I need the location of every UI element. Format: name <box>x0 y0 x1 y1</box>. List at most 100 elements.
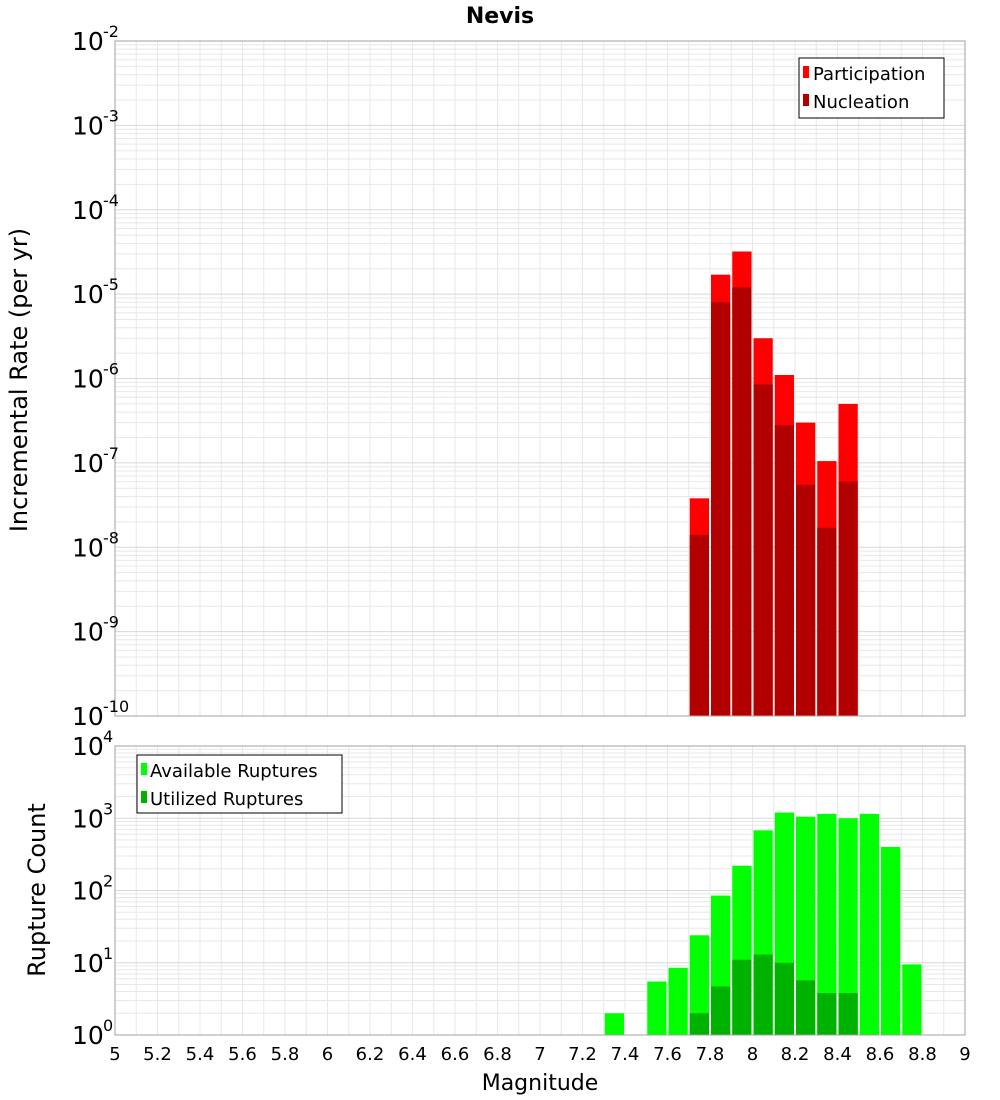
x-tick-label: 8.6 <box>866 1044 895 1065</box>
count-bar-available-ruptures-12 <box>881 847 901 1035</box>
count-bar-available-ruptures-0 <box>604 1013 624 1035</box>
x-tick-label: 6 <box>322 1044 333 1065</box>
utilized-legend-label: Utilized Ruptures <box>150 789 303 810</box>
count-y-tick-exponent: 0 <box>103 1016 113 1035</box>
rate-y-tick-label: 10 <box>72 27 104 56</box>
x-tick-label: 6.4 <box>398 1044 427 1065</box>
count-y-tick-exponent: 2 <box>103 872 113 891</box>
x-tick-label: 7.6 <box>653 1044 682 1065</box>
x-tick-label: 8 <box>747 1044 758 1065</box>
x-tick-label: 5.6 <box>228 1044 257 1065</box>
rate-y-tick-exponent: -9 <box>103 613 119 632</box>
count-y-tick-label: 10 <box>72 877 104 906</box>
rate-y-axis-label: Incremental Rate (per yr) <box>5 228 33 532</box>
x-tick-label: 5.2 <box>143 1044 172 1065</box>
count-bar-available-ruptures-13 <box>902 964 922 1035</box>
rate-legend: Participation Nucleation <box>798 57 945 119</box>
rate-bar-nucleation-3 <box>753 384 773 716</box>
rate-y-tick-label: 10 <box>72 702 104 731</box>
x-tick-label: 5 <box>109 1044 120 1065</box>
count-plot-frame <box>114 745 966 1036</box>
count-bar-available-ruptures-11 <box>859 813 879 1035</box>
rate-y-tick-label: 10 <box>72 449 104 478</box>
count-bar-utilized-ruptures-3 <box>753 954 773 1035</box>
rate-bar-nucleation-0 <box>689 534 709 716</box>
rate-bar-nucleation-2 <box>732 287 752 716</box>
rate-plot-frame <box>114 40 966 717</box>
rate-y-tick-exponent: -4 <box>103 191 119 210</box>
count-bar-available-ruptures-10 <box>838 818 858 1035</box>
x-tick-label: 9 <box>959 1044 970 1065</box>
count-y-tick-label: 10 <box>72 804 104 833</box>
x-tick-label: 7.8 <box>696 1044 725 1065</box>
x-tick-label: 6.8 <box>483 1044 512 1065</box>
count-y-tick-exponent: 1 <box>103 944 113 963</box>
count-legend-box <box>136 754 343 814</box>
rate-y-tick-label: 10 <box>72 365 104 394</box>
chart-title: Nevis <box>466 4 534 29</box>
participation-legend-swatch <box>803 66 809 78</box>
rate-bar-nucleation-1 <box>711 302 731 716</box>
available-legend-label: Available Ruptures <box>150 761 318 782</box>
count-bar-available-ruptures-9 <box>817 813 837 1035</box>
x-tick-label: 5.8 <box>271 1044 300 1065</box>
rate-bar-nucleation-5 <box>796 484 816 716</box>
magnitude-x-ticks: 5 5.2 5.4 5.6 5.8 6 6.2 6.4 6.6 6.8 7 7.2 7.4 7.6 7.8 8… <box>109 1044 970 1065</box>
count-bar-utilized-ruptures-6 <box>817 993 837 1035</box>
rate-bar-nucleation-4 <box>774 425 794 716</box>
rate-bar-nucleation-7 <box>838 481 858 716</box>
rate-y-tick-exponent: -6 <box>103 360 119 379</box>
rate-y-tick-exponent: -5 <box>103 275 119 294</box>
count-bar-utilized-ruptures-7 <box>838 993 858 1035</box>
nucleation-legend-swatch <box>803 94 809 106</box>
count-bar-available-ruptures-1 <box>647 981 667 1035</box>
x-tick-label: 6.2 <box>356 1044 385 1065</box>
count-bar-utilized-ruptures-0 <box>689 1013 709 1035</box>
rate-y-tick-label: 10 <box>72 196 104 225</box>
nucleation-legend-label: Nucleation <box>813 92 909 113</box>
count-y-tick-exponent: 4 <box>103 727 113 746</box>
count-legend: Available Ruptures Utilized Ruptures <box>136 754 343 814</box>
rate-y-tick-exponent: -3 <box>103 106 119 125</box>
count-y-tick-label: 10 <box>72 949 104 978</box>
rate-y-tick-exponent: -8 <box>103 528 119 547</box>
count-y-tick-label: 10 <box>72 732 104 761</box>
count-y-axis-label: Rupture Count <box>23 803 51 977</box>
x-tick-label: 6.6 <box>441 1044 470 1065</box>
count-bar-utilized-ruptures-2 <box>732 959 752 1035</box>
rate-y-tick-exponent: -10 <box>103 697 129 716</box>
available-legend-swatch <box>141 763 147 775</box>
rate-legend-box <box>798 57 945 119</box>
rate-y-tick-label: 10 <box>72 280 104 309</box>
count-y-tick-label: 10 <box>72 1021 104 1050</box>
rate-y-tick-label: 10 <box>72 111 104 140</box>
rate-y-tick-exponent: -7 <box>103 444 119 463</box>
magnitude-x-axis-label: Magnitude <box>482 1071 599 1096</box>
count-bar-utilized-ruptures-1 <box>711 986 731 1035</box>
count-bar-available-ruptures-2 <box>668 967 688 1035</box>
count-y-tick-exponent: 3 <box>103 799 113 818</box>
rate-grid <box>114 41 966 717</box>
rate-bars <box>689 251 858 716</box>
count-bars <box>604 812 922 1035</box>
x-tick-label: 7.4 <box>611 1044 640 1065</box>
x-tick-label: 8.8 <box>908 1044 937 1065</box>
x-tick-label: 8.2 <box>781 1044 810 1065</box>
count-bar-utilized-ruptures-5 <box>796 980 816 1035</box>
rate-bar-nucleation-6 <box>817 527 837 716</box>
x-tick-label: 7 <box>534 1044 545 1065</box>
count-bar-available-ruptures-3 <box>689 935 709 1035</box>
x-tick-label: 8.4 <box>823 1044 852 1065</box>
rate-y-tick-label: 10 <box>72 618 104 647</box>
count-bar-utilized-ruptures-4 <box>774 962 794 1035</box>
utilized-legend-swatch <box>141 791 147 803</box>
rate-y-tick-label: 10 <box>72 533 104 562</box>
participation-legend-label: Participation <box>813 64 925 85</box>
x-tick-label: 7.2 <box>568 1044 597 1065</box>
rate-y-tick-exponent: -2 <box>103 22 119 41</box>
